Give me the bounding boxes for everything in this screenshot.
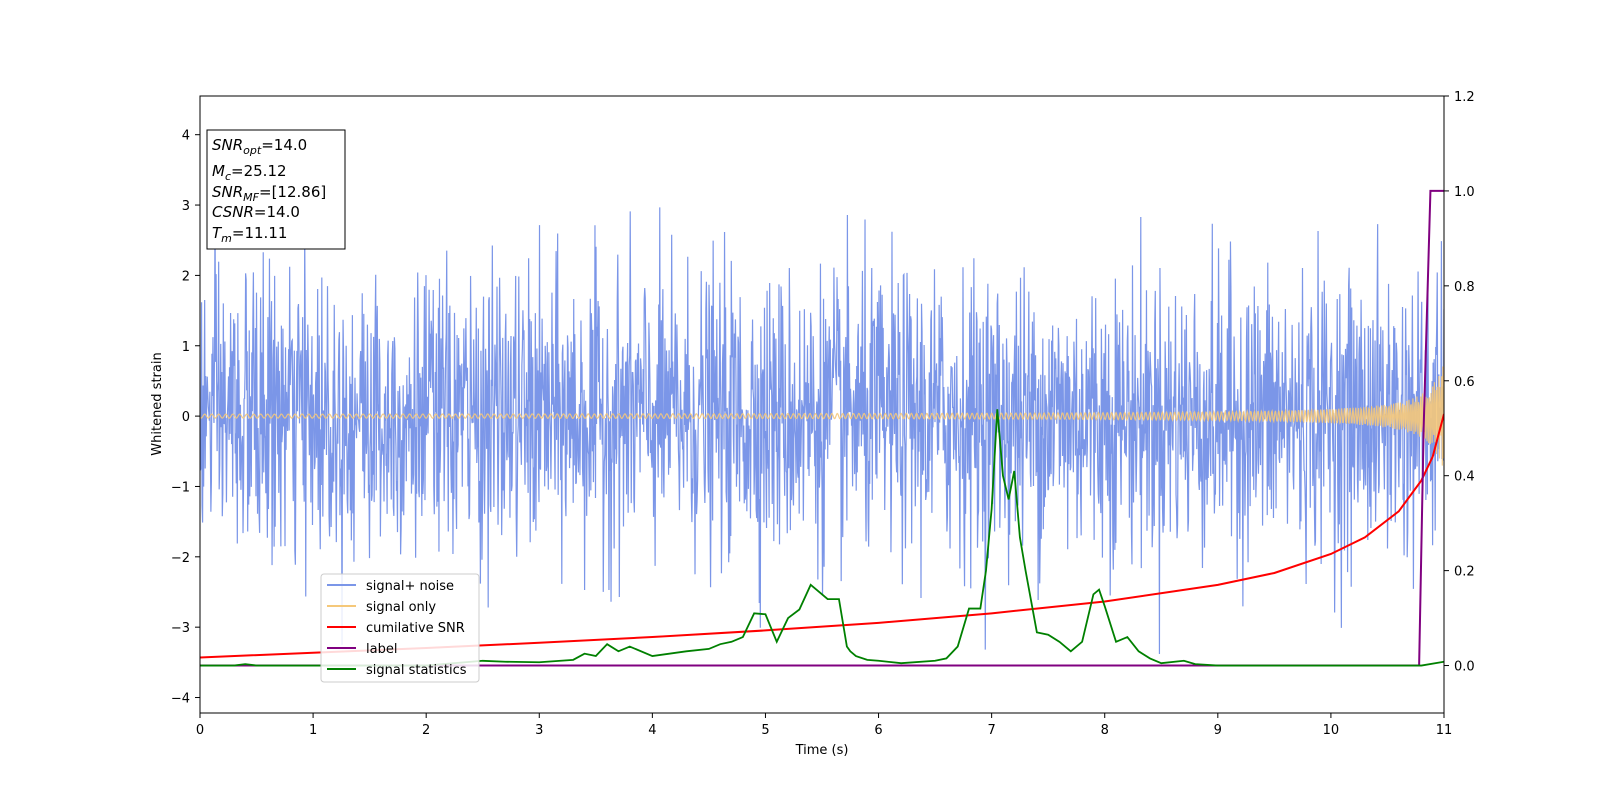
y-tick-label-right: 0.8 (1454, 280, 1475, 295)
info-line: SNRopt=14.0 (212, 136, 307, 157)
x-tick-label: 8 (1101, 723, 1109, 738)
series-label-line (200, 189, 1444, 667)
y-axis-left: −4 −3 −2 −1 0 1 2 3 4 (171, 129, 200, 707)
series-cumilative-snr-line (200, 413, 1444, 659)
x-tick-label: 7 (987, 723, 995, 738)
y-tick-label-left: 4 (182, 129, 190, 144)
y-tick-label-right: 0.4 (1454, 470, 1475, 485)
info-line: Tm=11.11 (212, 224, 287, 245)
legend-label: signal+ noise (366, 579, 454, 594)
x-tick-label: 1 (309, 723, 317, 738)
y-tick-label-right: 0.2 (1454, 565, 1475, 580)
x-tick-label: 11 (1436, 723, 1453, 738)
x-tick-label: 2 (422, 723, 430, 738)
y-tick-label-left: −3 (171, 621, 190, 636)
info-line: CSNR=14.0 (212, 203, 300, 221)
y-tick-label-left: −1 (171, 480, 190, 495)
info-line: SNRMF=[12.86] (212, 183, 326, 204)
legend-label: cumilative SNR (366, 621, 465, 636)
info-box: SNRopt=14.0 Mc=25.12SNRMF=[12.86]CSNR=14.… (206, 129, 346, 250)
x-axis: 0 1 2 3 4 5 6 7 8 9 10 11 (196, 713, 1452, 738)
y-tick-label-left: 1 (182, 340, 190, 355)
series-signal-statistics-line (200, 409, 1444, 667)
y-tick-label-left: 2 (182, 269, 190, 284)
series-signal-noise-line (200, 206, 1444, 655)
legend-label: signal statistics (366, 663, 467, 678)
y-tick-label-left: −2 (171, 551, 190, 566)
info-line: Mc=25.12 (212, 162, 287, 183)
legend: signal+ noise signal only cumilative SNR la… (320, 573, 480, 683)
plot-frame (199, 95, 1445, 714)
x-tick-label: 6 (874, 723, 882, 738)
y-axis-title: Whitened strain (150, 352, 165, 455)
y-tick-label-right: 0.0 (1454, 660, 1475, 675)
x-tick-label: 3 (535, 723, 543, 738)
y-tick-label-right: 1.0 (1454, 185, 1475, 200)
x-axis-title: Time (s) (795, 743, 849, 758)
x-tick-label: 0 (196, 723, 204, 738)
x-tick-label: 9 (1214, 723, 1222, 738)
x-tick-label: 10 (1323, 723, 1340, 738)
y-axis-right: 0.0 0.2 0.4 0.6 0.8 1.0 1.2 (1444, 90, 1475, 675)
x-tick-label: 4 (648, 723, 656, 738)
y-tick-label-right: 1.2 (1454, 90, 1475, 105)
y-tick-label-left: −4 (171, 692, 190, 707)
legend-label: signal only (366, 600, 436, 615)
y-tick-label-left: 3 (182, 199, 190, 214)
y-tick-label-left: 0 (182, 410, 190, 425)
plot-area (200, 189, 1444, 667)
x-tick-label: 5 (761, 723, 769, 738)
series-signal-only-line (200, 366, 1444, 466)
legend-label: label (366, 642, 397, 657)
y-tick-label-right: 0.6 (1454, 375, 1475, 390)
